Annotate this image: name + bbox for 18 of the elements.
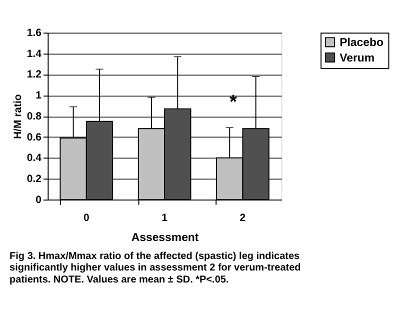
- x-tick-label: 1: [162, 213, 168, 224]
- legend-label: Verum: [340, 52, 375, 64]
- y-tick-label: 0: [36, 194, 42, 206]
- y-axis-title: H/M ratio: [13, 94, 24, 140]
- x-tick-label: 2: [240, 213, 246, 224]
- legend-label: Placebo: [340, 37, 384, 50]
- y-tick-label: 0.4: [26, 153, 42, 164]
- y-tick-label: 0.8: [26, 111, 42, 122]
- y-tick-label: 0.2: [26, 174, 42, 186]
- x-axis-title: Assessment: [131, 232, 199, 244]
- y-tick-label: 1.4: [26, 48, 42, 60]
- y-tick-label: 0.6: [26, 132, 42, 144]
- caption: Fig 3. Hmax/Mmax ratio of the affected (spastic) leg indicates significantly higher values in assessment 2 for verum-treated patients. NOTE. Values are mean ± SD. *P<.05.: [10, 250, 301, 286]
- y-tick-label: 1: [36, 90, 42, 102]
- annotation: *: [229, 92, 238, 114]
- y-tick-label: 1.6: [26, 28, 42, 39]
- x-tick-label: 0: [83, 213, 90, 224]
- y-tick-label: 1.2: [26, 70, 42, 81]
